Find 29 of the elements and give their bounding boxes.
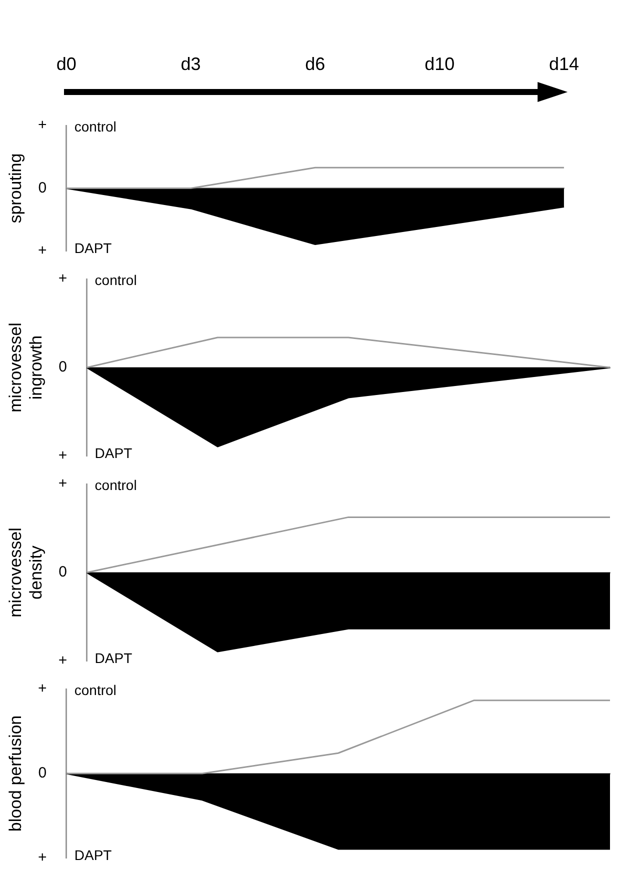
- text: +: [58, 475, 68, 492]
- y-axis-title: microvessel density: [6, 528, 46, 618]
- text: 0: [38, 764, 47, 782]
- text: +: [58, 447, 68, 464]
- x-tick-label: d10: [424, 54, 455, 74]
- text: +: [38, 116, 48, 134]
- text: +: [38, 680, 48, 698]
- text: 0: [58, 564, 67, 581]
- text: control: [74, 118, 116, 134]
- text: +: [38, 242, 48, 260]
- annotation: DAPT: [74, 846, 112, 863]
- x-tick-label: d6: [305, 54, 326, 74]
- text: 0: [58, 358, 67, 376]
- y-axis-title: blood perfusion: [6, 715, 25, 832]
- x-tick-label: d14: [548, 54, 580, 74]
- text: 0: [38, 179, 47, 196]
- x-tick-label: d0: [56, 54, 76, 74]
- text: +: [58, 652, 68, 670]
- text: control: [94, 272, 137, 288]
- y-axis-title: sprouting: [6, 153, 25, 224]
- annotation: DAPT: [74, 240, 112, 256]
- text: +: [38, 849, 48, 866]
- x-tick-label: d3: [180, 54, 201, 74]
- text: control: [74, 682, 116, 698]
- text: +: [58, 270, 68, 288]
- y-axis-title: microvessel ingrowth: [6, 322, 46, 412]
- annotation: DAPT: [94, 650, 133, 666]
- annotation: DAPT: [94, 444, 133, 461]
- text: control: [94, 476, 137, 493]
